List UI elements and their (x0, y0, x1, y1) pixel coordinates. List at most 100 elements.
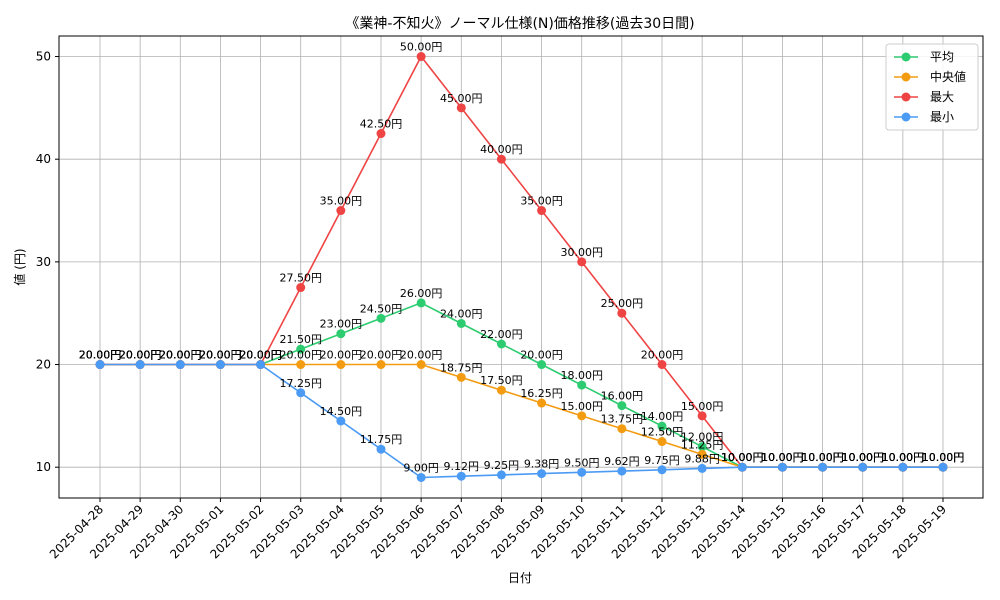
data-point (617, 466, 627, 476)
data-label: 15.00円 (681, 400, 724, 413)
x-axis-ticks: 2025-04-282025-04-292025-04-302025-05-01… (47, 498, 949, 561)
data-point (376, 360, 386, 370)
data-point (697, 442, 707, 452)
legend-marker (901, 92, 911, 102)
data-label: 10.00円 (922, 451, 965, 464)
data-label: 20.00円 (79, 349, 122, 362)
data-label: 20.00円 (159, 349, 202, 362)
data-label: 14.00円 (641, 410, 684, 423)
data-label: 30.00円 (560, 246, 603, 259)
data-point (336, 329, 346, 339)
data-label: 9.25円 (484, 459, 520, 472)
data-label: 13.75円 (601, 413, 644, 426)
data-point (296, 344, 306, 354)
data-label: 10.00円 (721, 451, 764, 464)
data-label: 10.00円 (882, 451, 925, 464)
data-point (858, 462, 868, 472)
data-label: 10.00円 (882, 451, 925, 464)
data-label: 21.50円 (279, 333, 322, 346)
data-point (456, 471, 466, 481)
data-label: 12.50円 (641, 426, 684, 439)
data-point (697, 449, 707, 459)
data-label: 14.50円 (320, 405, 363, 418)
data-point (215, 360, 225, 370)
data-point (697, 463, 707, 473)
legend-marker (901, 52, 911, 62)
data-point (537, 469, 547, 479)
data-label: 18.75円 (440, 361, 483, 374)
data-point (697, 411, 707, 421)
data-label: 10.00円 (801, 451, 844, 464)
data-label: 20.00円 (320, 349, 363, 362)
data-label: 9.50円 (564, 456, 600, 469)
data-point (336, 206, 346, 216)
data-point (777, 462, 787, 472)
data-point (376, 444, 386, 454)
data-point (95, 360, 105, 370)
data-label: 9.75円 (644, 454, 680, 467)
data-point (456, 103, 466, 113)
data-label: 11.75円 (360, 433, 403, 446)
y-tick-label: 10 (36, 460, 51, 474)
data-label: 24.00円 (440, 307, 483, 320)
y-tick-label: 20 (36, 358, 51, 372)
data-label: 9.00円 (403, 461, 439, 474)
data-label: 20.00円 (119, 349, 162, 362)
data-label: 10.00円 (761, 451, 804, 464)
legend-entry: 中央値 (930, 69, 966, 84)
y-axis-label: 値 (円) (12, 248, 27, 285)
data-label: 45.00円 (440, 92, 483, 105)
series-line (100, 363, 943, 479)
data-label: 15.00円 (560, 400, 603, 413)
data-label: 42.50円 (360, 118, 403, 131)
data-point (577, 257, 587, 267)
data-point (296, 388, 306, 398)
data-label: 11.25円 (681, 438, 724, 451)
data-point (577, 467, 587, 477)
data-label: 50.00円 (400, 41, 443, 54)
data-label: 10.00円 (922, 451, 965, 464)
data-label: 20.00円 (79, 349, 122, 362)
data-label: 20.00円 (239, 349, 282, 362)
data-point (537, 398, 547, 408)
y-tick-label: 30 (36, 255, 51, 269)
data-label: 20.00円 (400, 349, 443, 362)
data-point (336, 416, 346, 426)
data-label: 20.00円 (159, 349, 202, 362)
data-point (657, 437, 667, 447)
data-label: 20.00円 (159, 349, 202, 362)
data-label: 10.00円 (882, 451, 925, 464)
data-label: 10.00円 (761, 451, 804, 464)
data-label: 20.00円 (199, 349, 242, 362)
data-label: 20.00円 (520, 349, 563, 362)
data-label: 10.00円 (841, 451, 884, 464)
data-label: 10.00円 (801, 451, 844, 464)
data-label: 10.00円 (922, 451, 965, 464)
data-label: 23.00円 (320, 318, 363, 331)
y-axis-ticks: 10 20 30 40 50 (36, 50, 59, 474)
data-label: 20.00円 (239, 349, 282, 362)
data-point (938, 462, 948, 472)
data-labels: 20.00円20.00円20.00円20.00円20.00円21.50円23.0… (79, 41, 965, 475)
data-label: 10.00円 (761, 451, 804, 464)
data-label: 20.00円 (239, 349, 282, 362)
data-point (175, 360, 185, 370)
data-label: 10.00円 (841, 451, 884, 464)
data-label: 10.00円 (801, 451, 844, 464)
data-label: 20.00円 (279, 349, 322, 362)
legend-box (885, 43, 979, 131)
chart-title: 《業神-不知火》ノーマル仕様(N)価格推移(過去30日間) (345, 15, 694, 32)
data-label: 20.00円 (79, 349, 122, 362)
data-label: 27.50円 (279, 272, 322, 285)
data-label: 25.00円 (601, 297, 644, 310)
data-point (416, 298, 426, 308)
data-label: 16.25円 (520, 387, 563, 400)
data-point (296, 360, 306, 370)
data-point (496, 154, 506, 164)
data-label: 10.00円 (721, 451, 764, 464)
data-point (496, 385, 506, 395)
data-point (657, 421, 667, 431)
data-label: 18.00円 (560, 369, 603, 382)
data-point (617, 401, 627, 411)
legend-entry: 平均 (930, 50, 954, 64)
